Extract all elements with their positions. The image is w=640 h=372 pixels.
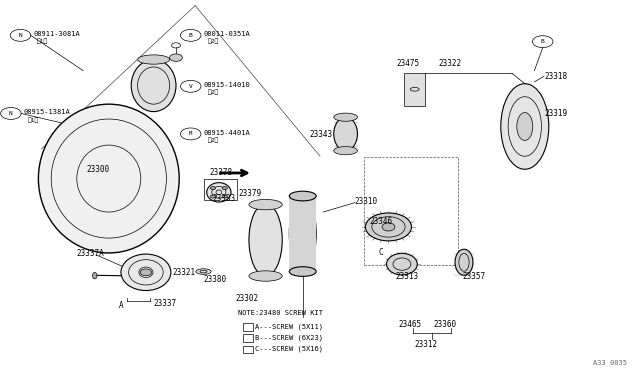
Ellipse shape xyxy=(196,269,211,275)
Ellipse shape xyxy=(121,254,171,291)
Text: 23343: 23343 xyxy=(310,130,333,139)
Text: 23310: 23310 xyxy=(355,197,378,206)
Text: 23312: 23312 xyxy=(415,340,438,349)
Circle shape xyxy=(222,187,227,190)
Text: （2）: （2） xyxy=(207,137,219,143)
Ellipse shape xyxy=(334,117,358,151)
Ellipse shape xyxy=(455,249,473,275)
Ellipse shape xyxy=(517,112,532,140)
Text: （1）: （1） xyxy=(37,39,49,45)
Ellipse shape xyxy=(334,113,358,121)
Ellipse shape xyxy=(131,60,176,112)
Text: 23321: 23321 xyxy=(173,268,196,277)
Text: 23302: 23302 xyxy=(236,294,259,303)
Ellipse shape xyxy=(334,147,358,155)
Text: B: B xyxy=(541,39,545,44)
Ellipse shape xyxy=(365,213,412,241)
Circle shape xyxy=(222,195,227,198)
Text: 23357: 23357 xyxy=(462,272,485,280)
Text: N: N xyxy=(19,33,22,38)
Text: C: C xyxy=(379,248,383,257)
Bar xyxy=(243,323,253,331)
Text: V: V xyxy=(189,84,193,89)
Text: 23337A: 23337A xyxy=(77,249,104,258)
Text: 23379: 23379 xyxy=(239,189,262,198)
Ellipse shape xyxy=(387,253,417,275)
Text: 23319: 23319 xyxy=(544,109,567,118)
Bar xyxy=(289,195,316,272)
Circle shape xyxy=(140,269,152,276)
Ellipse shape xyxy=(500,84,548,169)
Text: 08915-14010: 08915-14010 xyxy=(204,82,250,88)
Ellipse shape xyxy=(249,271,282,281)
Ellipse shape xyxy=(382,223,395,231)
Bar xyxy=(243,346,253,353)
Bar xyxy=(243,334,253,342)
Ellipse shape xyxy=(289,267,316,276)
Text: A: A xyxy=(119,301,124,310)
Ellipse shape xyxy=(249,204,282,276)
Ellipse shape xyxy=(38,104,179,253)
Text: C---SCREW (5X16): C---SCREW (5X16) xyxy=(255,346,323,352)
Text: （2）: （2） xyxy=(207,90,219,96)
Text: 23322: 23322 xyxy=(438,60,461,68)
Text: N: N xyxy=(9,111,13,116)
Text: B: B xyxy=(189,33,193,38)
Text: A33 0035: A33 0035 xyxy=(593,360,627,366)
Text: M: M xyxy=(189,131,193,137)
Text: 23337: 23337 xyxy=(154,299,177,308)
Text: 23318: 23318 xyxy=(544,72,567,81)
Circle shape xyxy=(211,187,216,190)
Text: 23475: 23475 xyxy=(397,60,420,68)
Ellipse shape xyxy=(93,272,97,279)
Ellipse shape xyxy=(289,191,316,201)
Text: 08911-3081A: 08911-3081A xyxy=(33,31,80,37)
Text: 23333: 23333 xyxy=(212,194,236,203)
Ellipse shape xyxy=(207,183,231,202)
Text: 08011-0351A: 08011-0351A xyxy=(204,31,250,37)
Ellipse shape xyxy=(249,199,282,210)
Text: （2）: （2） xyxy=(207,39,219,45)
Bar xyxy=(364,157,458,265)
Bar xyxy=(204,179,237,200)
Text: 23300: 23300 xyxy=(86,165,109,174)
Text: NOTE:23480 SCREW KIT: NOTE:23480 SCREW KIT xyxy=(238,310,323,316)
Text: 23360: 23360 xyxy=(434,320,457,329)
Text: B---SCREW (6X23): B---SCREW (6X23) xyxy=(255,334,323,341)
Text: 23346: 23346 xyxy=(370,217,393,226)
Text: 23465: 23465 xyxy=(398,320,421,329)
Text: 23380: 23380 xyxy=(204,275,227,284)
Text: 08915-4401A: 08915-4401A xyxy=(204,130,250,136)
Text: 23313: 23313 xyxy=(396,272,419,280)
Text: A---SCREW (5X11): A---SCREW (5X11) xyxy=(255,323,323,330)
Ellipse shape xyxy=(138,55,170,64)
Circle shape xyxy=(170,54,182,61)
Text: （1）: （1） xyxy=(28,117,39,123)
Ellipse shape xyxy=(289,195,316,273)
Text: 08915-1381A: 08915-1381A xyxy=(24,109,70,115)
Circle shape xyxy=(211,195,216,198)
Bar xyxy=(404,73,425,106)
Text: 23378: 23378 xyxy=(210,169,233,177)
